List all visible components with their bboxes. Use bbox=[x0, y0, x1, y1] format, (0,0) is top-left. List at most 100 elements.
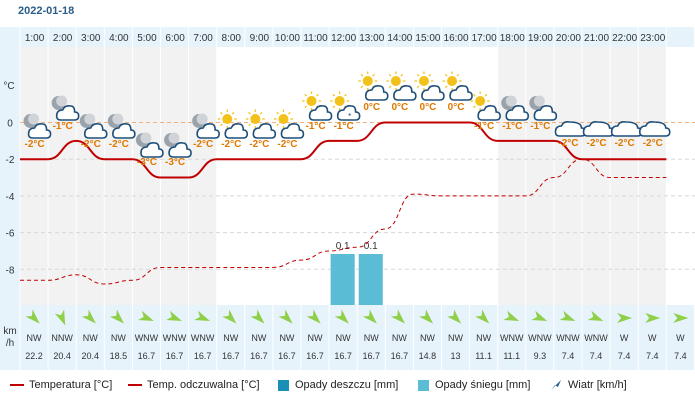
wind-speed: 16.7 bbox=[362, 351, 380, 361]
moon-shadow bbox=[140, 132, 152, 144]
wind-direction: NW bbox=[420, 333, 435, 343]
legend-wind-label: Wiatr [km/h] bbox=[568, 379, 627, 391]
temperature-lines bbox=[20, 121, 667, 285]
wind-direction: WNW bbox=[584, 333, 608, 343]
wind-arrow-icon bbox=[418, 309, 434, 324]
temp-label: -1°C bbox=[53, 121, 73, 132]
wind-speed: 11.1 bbox=[503, 351, 520, 361]
cloud-shape bbox=[364, 85, 389, 101]
cloud-shape bbox=[505, 105, 530, 121]
legend-temperature-swatch bbox=[10, 384, 24, 386]
hour-label: 15:00 bbox=[415, 33, 440, 44]
precip-label: 0.1 bbox=[364, 241, 378, 252]
wind-speed: 16.7 bbox=[250, 351, 268, 361]
hour-label: 5:00 bbox=[137, 33, 157, 44]
temp-label: -1°C bbox=[334, 121, 354, 132]
hour-column bbox=[497, 47, 526, 305]
moon-cloud-icon bbox=[135, 132, 164, 158]
sun-ray bbox=[372, 73, 375, 77]
sun-cloud-icon bbox=[386, 71, 417, 101]
wind-speed: 16.7 bbox=[278, 351, 296, 361]
sun-cloud-icon bbox=[470, 91, 501, 121]
temp-label: -2°C bbox=[277, 139, 297, 150]
moon-cloud-icon bbox=[107, 113, 136, 139]
sun-cloud-icon bbox=[414, 71, 445, 101]
moon-shadow bbox=[112, 113, 124, 125]
hour-column bbox=[244, 47, 273, 305]
sun-cloud-icon bbox=[245, 109, 277, 139]
legend-rain-label: Opady deszczu [mm] bbox=[295, 379, 399, 391]
sun-ray bbox=[444, 73, 448, 77]
wind-direction: NW bbox=[223, 333, 238, 343]
sun-shape bbox=[390, 76, 401, 86]
wind-direction: NW bbox=[476, 333, 491, 343]
temp-label: -1°C bbox=[502, 121, 522, 132]
hour-label: 9:00 bbox=[250, 33, 270, 44]
cloud-icon bbox=[638, 121, 671, 137]
legend-snow-swatch bbox=[418, 379, 429, 391]
weather-chart: 0.1 0.1 * -2°C-1°C-2°C -2°C-3°C -3°C-2°C -2°… bbox=[0, 27, 695, 370]
moon-shadow bbox=[533, 95, 545, 107]
sun-ray bbox=[332, 93, 336, 97]
legend-temperature-label: Temperatura [°C] bbox=[29, 379, 113, 391]
wind-arrow-shape bbox=[645, 313, 661, 323]
sun-shape bbox=[278, 114, 289, 124]
hour-label: 8:00 bbox=[222, 33, 242, 44]
hour-column bbox=[48, 47, 77, 305]
cloud-shape bbox=[610, 121, 643, 137]
hour-column bbox=[104, 47, 133, 305]
wind-direction: WNW bbox=[528, 333, 552, 343]
cloud-shape bbox=[638, 121, 671, 137]
temp-label: -1°C bbox=[474, 121, 494, 132]
wind-arrow-icon bbox=[447, 309, 462, 324]
wind-direction: W bbox=[676, 333, 685, 343]
sun-cloud-icon bbox=[273, 109, 305, 139]
cloud-shape bbox=[554, 121, 587, 137]
sun-ray bbox=[400, 73, 404, 77]
cloud-shape bbox=[168, 142, 192, 158]
sun-ray bbox=[220, 111, 223, 115]
moon-cloud-icon bbox=[529, 95, 558, 121]
wind-arrow-shape bbox=[54, 309, 66, 326]
wind-arrow-icon bbox=[278, 309, 293, 324]
wind-direction: NW bbox=[364, 333, 379, 343]
hour-column bbox=[469, 47, 498, 305]
wind-arrow-shape bbox=[475, 309, 490, 324]
wind-direction: NW bbox=[392, 333, 407, 343]
temp-label: -2°C bbox=[109, 139, 129, 150]
sun-ray bbox=[472, 93, 476, 97]
cloud-shape bbox=[252, 123, 277, 139]
hour-column bbox=[272, 47, 301, 305]
sun-shape bbox=[250, 114, 261, 124]
sun-ray bbox=[344, 93, 347, 97]
hour-label: 19:00 bbox=[528, 33, 553, 44]
hour-label: 3:00 bbox=[81, 33, 101, 44]
cloud-shape bbox=[308, 105, 333, 121]
sun-ray bbox=[259, 111, 263, 115]
sun-shape bbox=[418, 76, 429, 86]
wind-arrow-shape bbox=[306, 309, 321, 324]
sun-cloud-icon bbox=[442, 71, 473, 101]
wind-arrow-shape bbox=[362, 309, 377, 324]
wind-speed: 16.7 bbox=[391, 351, 409, 361]
wind-direction: NW bbox=[83, 333, 98, 343]
wind-arrow-shape bbox=[390, 309, 406, 324]
sun-ray bbox=[304, 93, 308, 97]
hour-column bbox=[160, 47, 189, 305]
legend-snow: Opady śniegu [mm] bbox=[418, 379, 530, 391]
wind-arrow-shape bbox=[673, 313, 689, 323]
wind-arrow-icon bbox=[559, 310, 576, 322]
hour-label: 20:00 bbox=[556, 33, 581, 44]
wind-speed: 18.5 bbox=[110, 351, 128, 361]
wind-arrow-shape bbox=[531, 310, 548, 322]
wind-direction: WNW bbox=[163, 333, 187, 343]
y-tick-label: -4 bbox=[6, 192, 15, 203]
wind-direction: NW bbox=[336, 333, 351, 343]
wind-speed: 7.4 bbox=[618, 351, 631, 361]
wind-direction: WNW bbox=[191, 333, 215, 343]
wind-arrow-icon bbox=[645, 313, 661, 323]
chart-axes: 0 -2 -4 -6 -8 °C 1:00 2:00 3:00 4:00 5:00 6:00 7:00 8… bbox=[3, 33, 665, 276]
wind-arrow-icon bbox=[306, 309, 321, 324]
cloud-shape bbox=[449, 85, 473, 101]
moon-cloud-icon bbox=[192, 113, 220, 139]
